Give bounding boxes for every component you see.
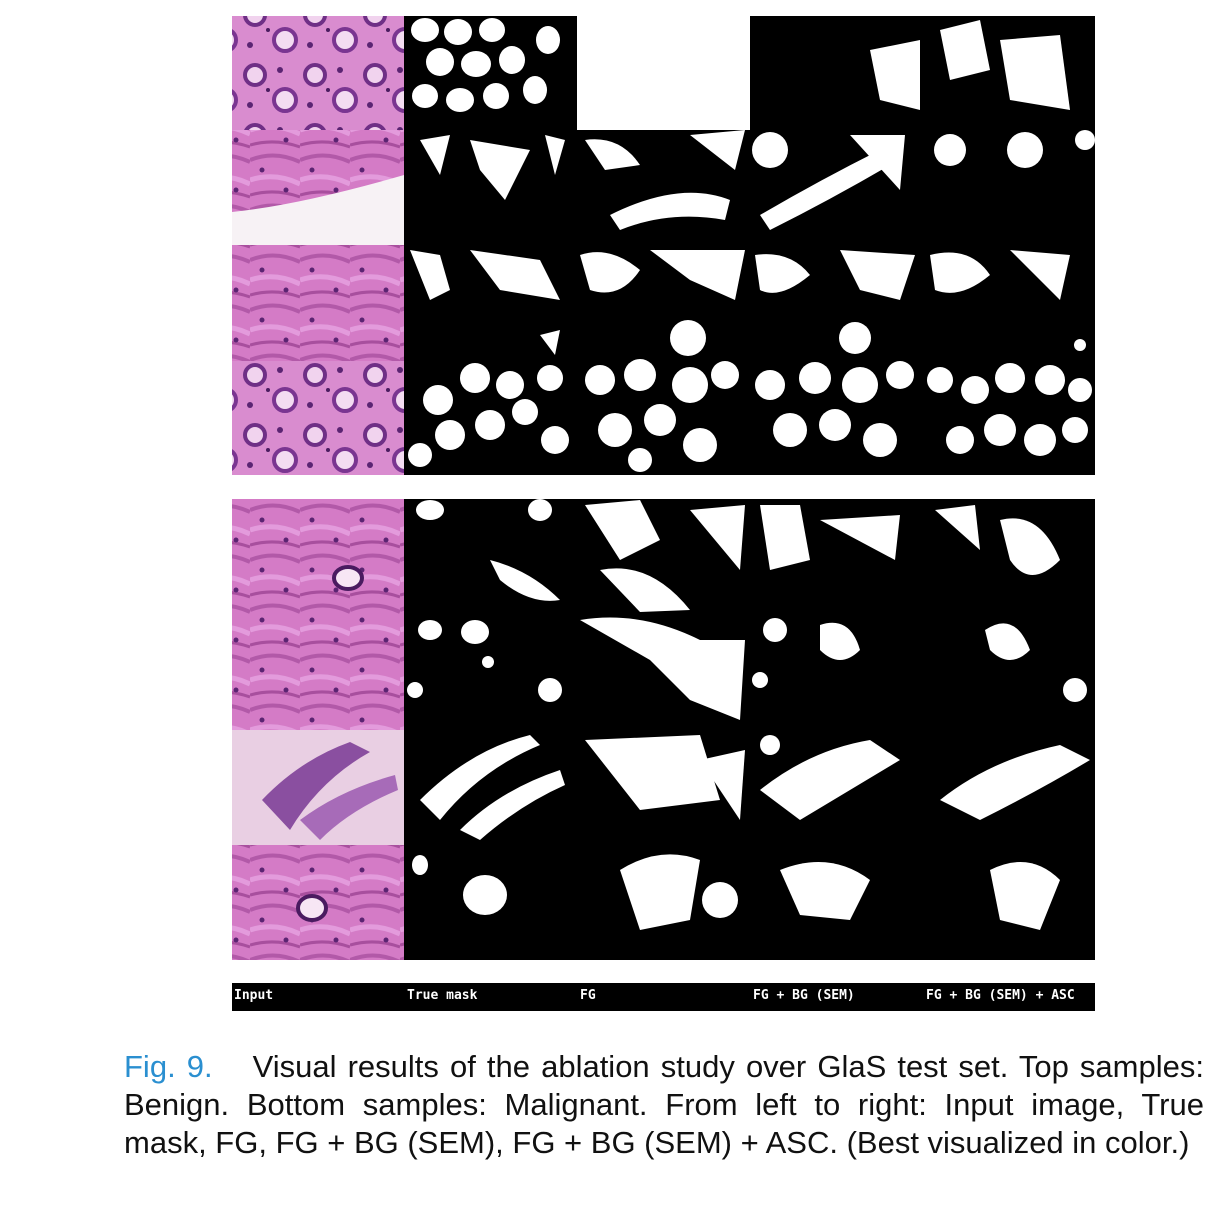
input-image-benign-2 bbox=[232, 130, 404, 245]
input-image-benign-4 bbox=[232, 361, 404, 475]
input-image-malignant-2 bbox=[232, 614, 404, 730]
input-image-benign-1 bbox=[232, 16, 404, 130]
true-mask-column bbox=[404, 16, 577, 960]
fg-bg-sem-column bbox=[750, 16, 922, 960]
column-label-true-mask: True mask bbox=[407, 988, 478, 1003]
figure-grid: Input True mask FG FG + BG (SEM) FG + BG… bbox=[232, 16, 1095, 1011]
input-image-malignant-4 bbox=[232, 845, 404, 960]
column-label-bar: Input True mask FG FG + BG (SEM) FG + BG… bbox=[232, 983, 1095, 1011]
input-image-benign-3 bbox=[232, 245, 404, 361]
fg-bg-sem-asc-column bbox=[922, 16, 1095, 960]
input-image-malignant-3 bbox=[232, 730, 404, 845]
figure-caption: Fig. 9. Visual results of the ablation st… bbox=[124, 1048, 1204, 1162]
column-label-fg: FG bbox=[580, 988, 596, 1003]
input-column bbox=[232, 16, 404, 960]
fg-column bbox=[577, 16, 750, 960]
column-label-input: Input bbox=[234, 988, 273, 1003]
input-image-malignant-1 bbox=[232, 499, 404, 614]
caption-text: Visual results of the ablation study ove… bbox=[124, 1049, 1204, 1160]
column-label-fg-bg-sem-asc: FG + BG (SEM) + ASC bbox=[926, 988, 1075, 1003]
caption-label: Fig. 9. bbox=[124, 1049, 213, 1084]
column-label-fg-bg-sem: FG + BG (SEM) bbox=[753, 988, 855, 1003]
